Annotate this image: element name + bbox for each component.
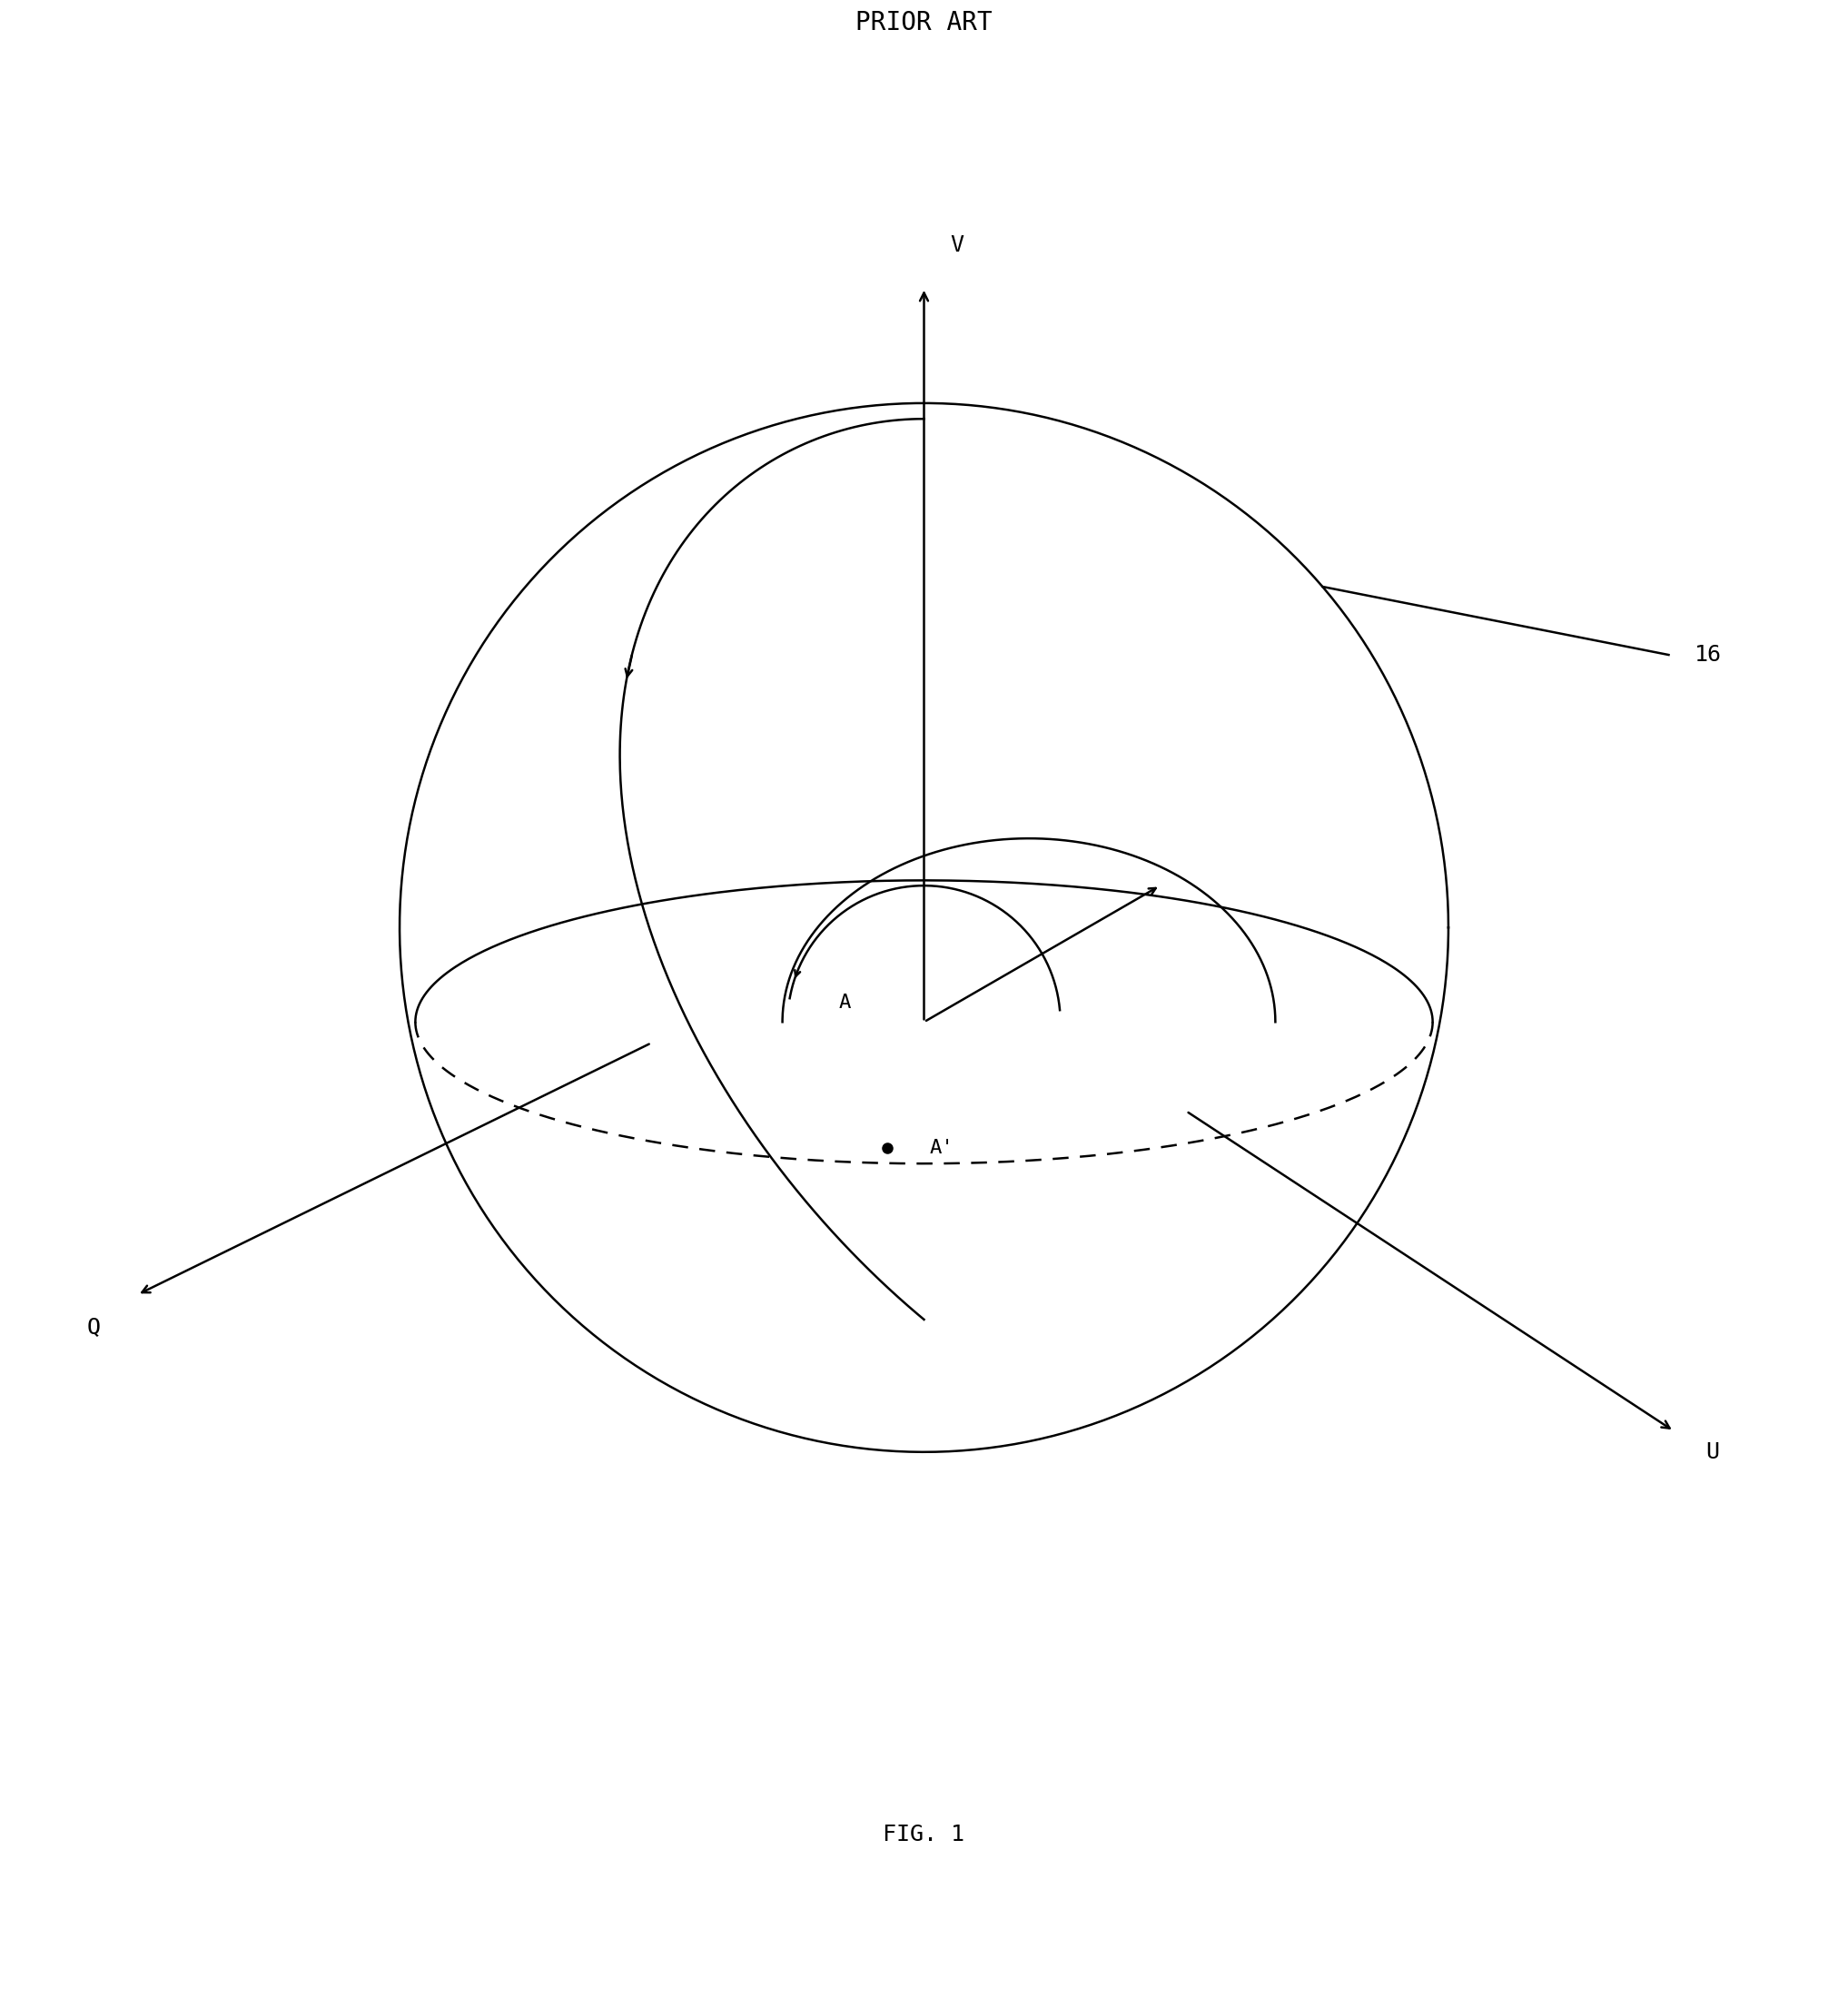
- Text: Q: Q: [87, 1315, 100, 1337]
- Text: V: V: [950, 235, 965, 257]
- Text: U: U: [1706, 1442, 1719, 1464]
- Text: 16: 16: [1695, 645, 1722, 667]
- Text: A: A: [839, 994, 850, 1012]
- Text: PRIOR ART: PRIOR ART: [856, 10, 992, 36]
- Text: A': A': [930, 1139, 954, 1157]
- Text: FIG. 1: FIG. 1: [883, 1823, 965, 1845]
